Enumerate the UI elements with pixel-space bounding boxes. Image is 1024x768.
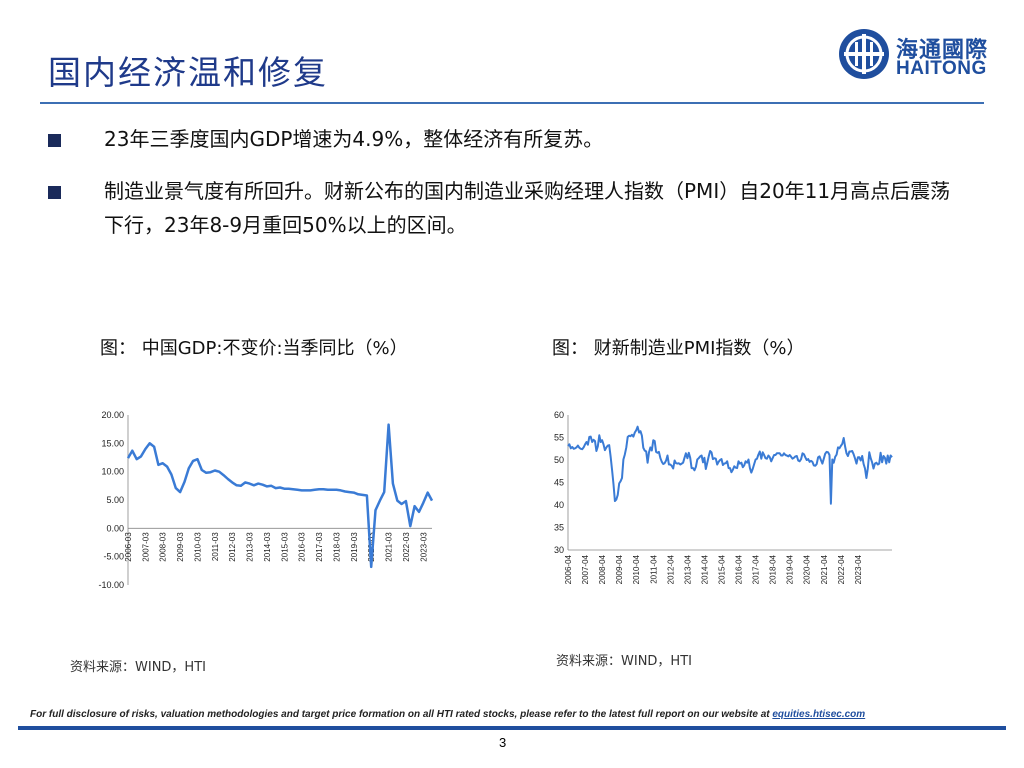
- gdp-y-tick-label: 20.00: [101, 410, 124, 420]
- gdp-x-tick-label: 2018-03: [332, 532, 341, 562]
- pmi-x-tick-label: 2006-04: [564, 554, 573, 584]
- pmi-x-tick-label: 2011-04: [649, 554, 658, 583]
- gdp-y-tick-label: 15.00: [101, 438, 124, 448]
- pmi-x-tick-label: 2019-04: [786, 554, 795, 584]
- gdp-x-tick-label: 2008-03: [159, 532, 168, 562]
- gdp-x-tick-label: 2010-03: [193, 532, 202, 562]
- gdp-x-tick-label: 2017-03: [315, 532, 324, 562]
- gdp-x-tick-label: 2007-03: [141, 532, 150, 562]
- bullet-pmi: 制造业景气度有所回升。财新公布的国内制造业采购经理人指数（PMI）自20年11月…: [48, 174, 950, 244]
- logo-chinese-text: 海通國際: [896, 38, 989, 63]
- gdp-x-tick-label: 2009-03: [176, 532, 185, 562]
- gdp-x-tick-label: 2012-03: [228, 532, 237, 562]
- gdp-y-tick-label: 0.00: [106, 523, 124, 533]
- gdp-y-tick-label: -10.00: [98, 580, 124, 590]
- gdp-y-tick-label: 5.00: [106, 495, 124, 505]
- pmi-x-tick-label: 2017-04: [752, 554, 761, 584]
- pmi-y-tick-label: 55: [554, 433, 564, 443]
- pmi-x-tick-label: 2021-04: [820, 554, 829, 584]
- haitong-emblem-icon: [839, 29, 889, 79]
- source-note-gdp: 资料来源：WIND，HTI: [70, 660, 206, 675]
- gdp-y-tick-label: 10.00: [101, 467, 124, 477]
- disclosure-text: For full disclosure of risks, valuation …: [30, 709, 773, 720]
- website-link[interactable]: equities.htisec.com: [772, 709, 866, 720]
- pmi-y-tick-label: 40: [554, 500, 564, 510]
- gdp-x-tick-label: 2021-03: [385, 532, 394, 562]
- pmi-x-tick-label: 2008-04: [598, 554, 607, 584]
- pmi-x-tick-label: 2012-04: [666, 554, 675, 584]
- bullet-text: 23年三季度国内GDP增速为4.9%，整体经济有所复苏。: [104, 127, 604, 151]
- page-number: 3: [499, 735, 507, 750]
- gdp-line-chart: 20.00 15.00 10.00 5.00 0.00 -5.00 -10.00 2006-0…: [98, 410, 434, 590]
- disclosure-note: For full disclosure of risks, valuation …: [30, 709, 865, 720]
- pmi-y-tick-label: 60: [554, 410, 564, 420]
- logo-english-text: HAITONG: [896, 58, 987, 79]
- gdp-x-tick-label: 2014-03: [263, 532, 272, 562]
- bullet-text: 制造业景气度有所回升。财新公布的国内制造业采购经理人指数（PMI）自20年11月…: [104, 179, 951, 237]
- pmi-x-tick-label: 2007-04: [581, 554, 590, 584]
- pmi-x-tick-label: 2023-04: [854, 554, 863, 584]
- pmi-y-tick-label: 30: [554, 545, 564, 555]
- page-title: 国内经济温和修复: [48, 53, 328, 92]
- gdp-x-tick-label: 2016-03: [298, 532, 307, 562]
- pmi-x-tick-label: 2016-04: [735, 554, 744, 584]
- gdp-x-tick-label: 2019-03: [350, 532, 359, 562]
- source-note-pmi: 资料来源：WIND，HTI: [556, 654, 692, 669]
- bullet-gdp: 23年三季度国内GDP增速为4.9%，整体经济有所复苏。: [48, 122, 948, 158]
- gdp-series-line: [126, 423, 434, 569]
- title-divider: [40, 102, 984, 104]
- gdp-x-tick-label: 2013-03: [246, 532, 255, 562]
- pmi-series-line: [567, 425, 893, 505]
- pmi-x-tick-label: 2015-04: [717, 554, 726, 584]
- bullet-square-icon: [48, 134, 61, 147]
- bullet-square-icon: [48, 186, 61, 199]
- pmi-x-tick-label: 2010-04: [632, 554, 641, 584]
- gdp-x-tick-label: 2006-03: [124, 532, 133, 562]
- haitong-logo: 海通國際 HAITONG: [838, 28, 998, 88]
- gdp-x-tick-label: 2011-03: [211, 532, 220, 561]
- pmi-x-tick-label: 2009-04: [615, 554, 624, 584]
- gdp-y-tick-label: -5.00: [103, 552, 124, 562]
- gdp-x-tick-label: 2023-03: [419, 532, 428, 562]
- pmi-x-tick-label: 2018-04: [769, 554, 778, 584]
- chart-caption-pmi: 图： 财新制造业PMI指数（%）: [552, 338, 805, 359]
- pmi-x-tick-label: 2020-04: [803, 554, 812, 584]
- pmi-y-tick-label: 35: [554, 523, 564, 533]
- gdp-x-tick-label: 2022-03: [402, 532, 411, 562]
- pmi-y-tick-label: 45: [554, 478, 564, 488]
- pmi-y-tick-label: 50: [554, 455, 564, 465]
- gdp-x-tick-label: 2015-03: [280, 532, 289, 562]
- pmi-x-tick-label: 2013-04: [683, 554, 692, 584]
- pmi-x-tick-label: 2014-04: [700, 554, 709, 584]
- chart-caption-gdp: 图： 中国GDP:不变价:当季同比（%）: [100, 338, 408, 359]
- pmi-x-tick-label: 2022-04: [837, 554, 846, 584]
- footer-bar: [18, 726, 1006, 730]
